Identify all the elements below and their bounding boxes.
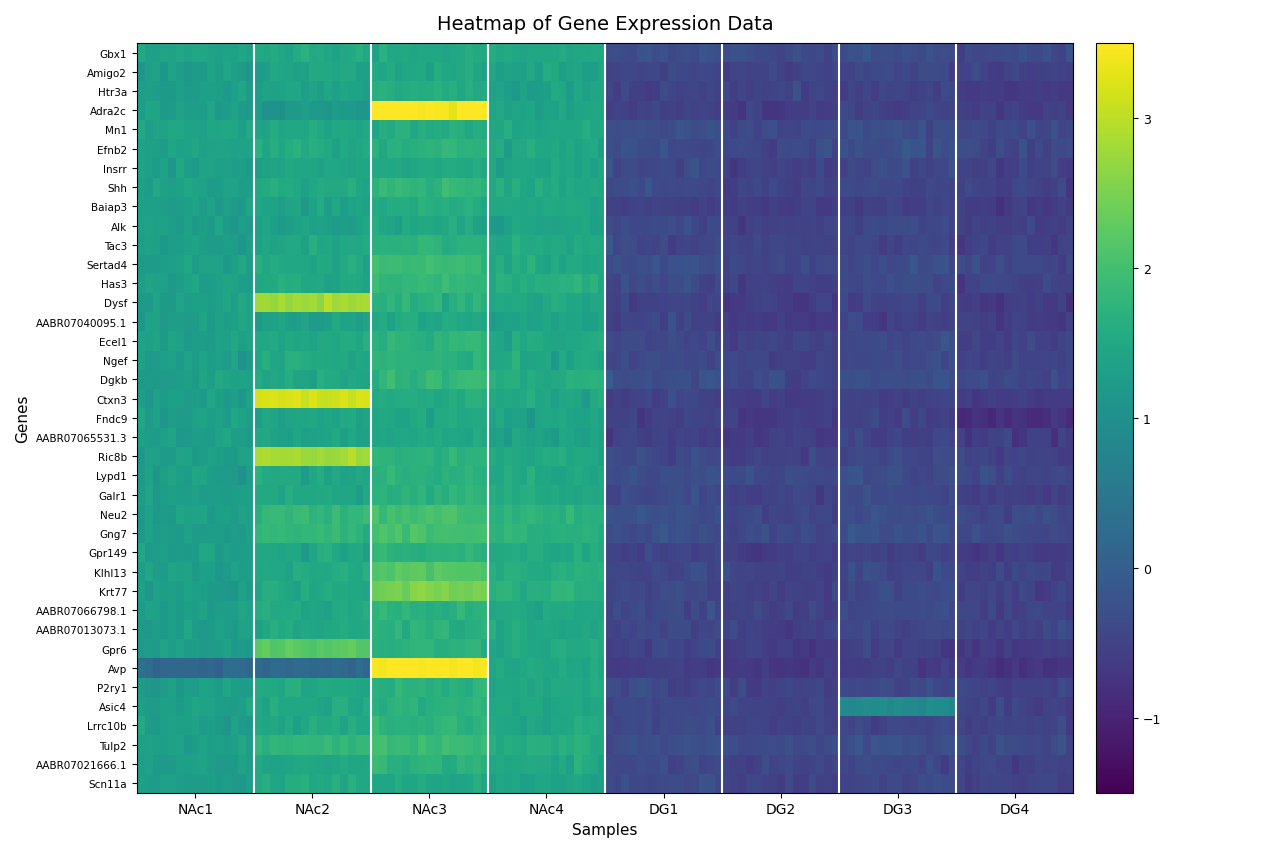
Y-axis label: Genes: Genes [15, 394, 29, 442]
Title: Heatmap of Gene Expression Data: Heatmap of Gene Expression Data [436, 15, 773, 34]
X-axis label: Samples: Samples [572, 822, 637, 837]
